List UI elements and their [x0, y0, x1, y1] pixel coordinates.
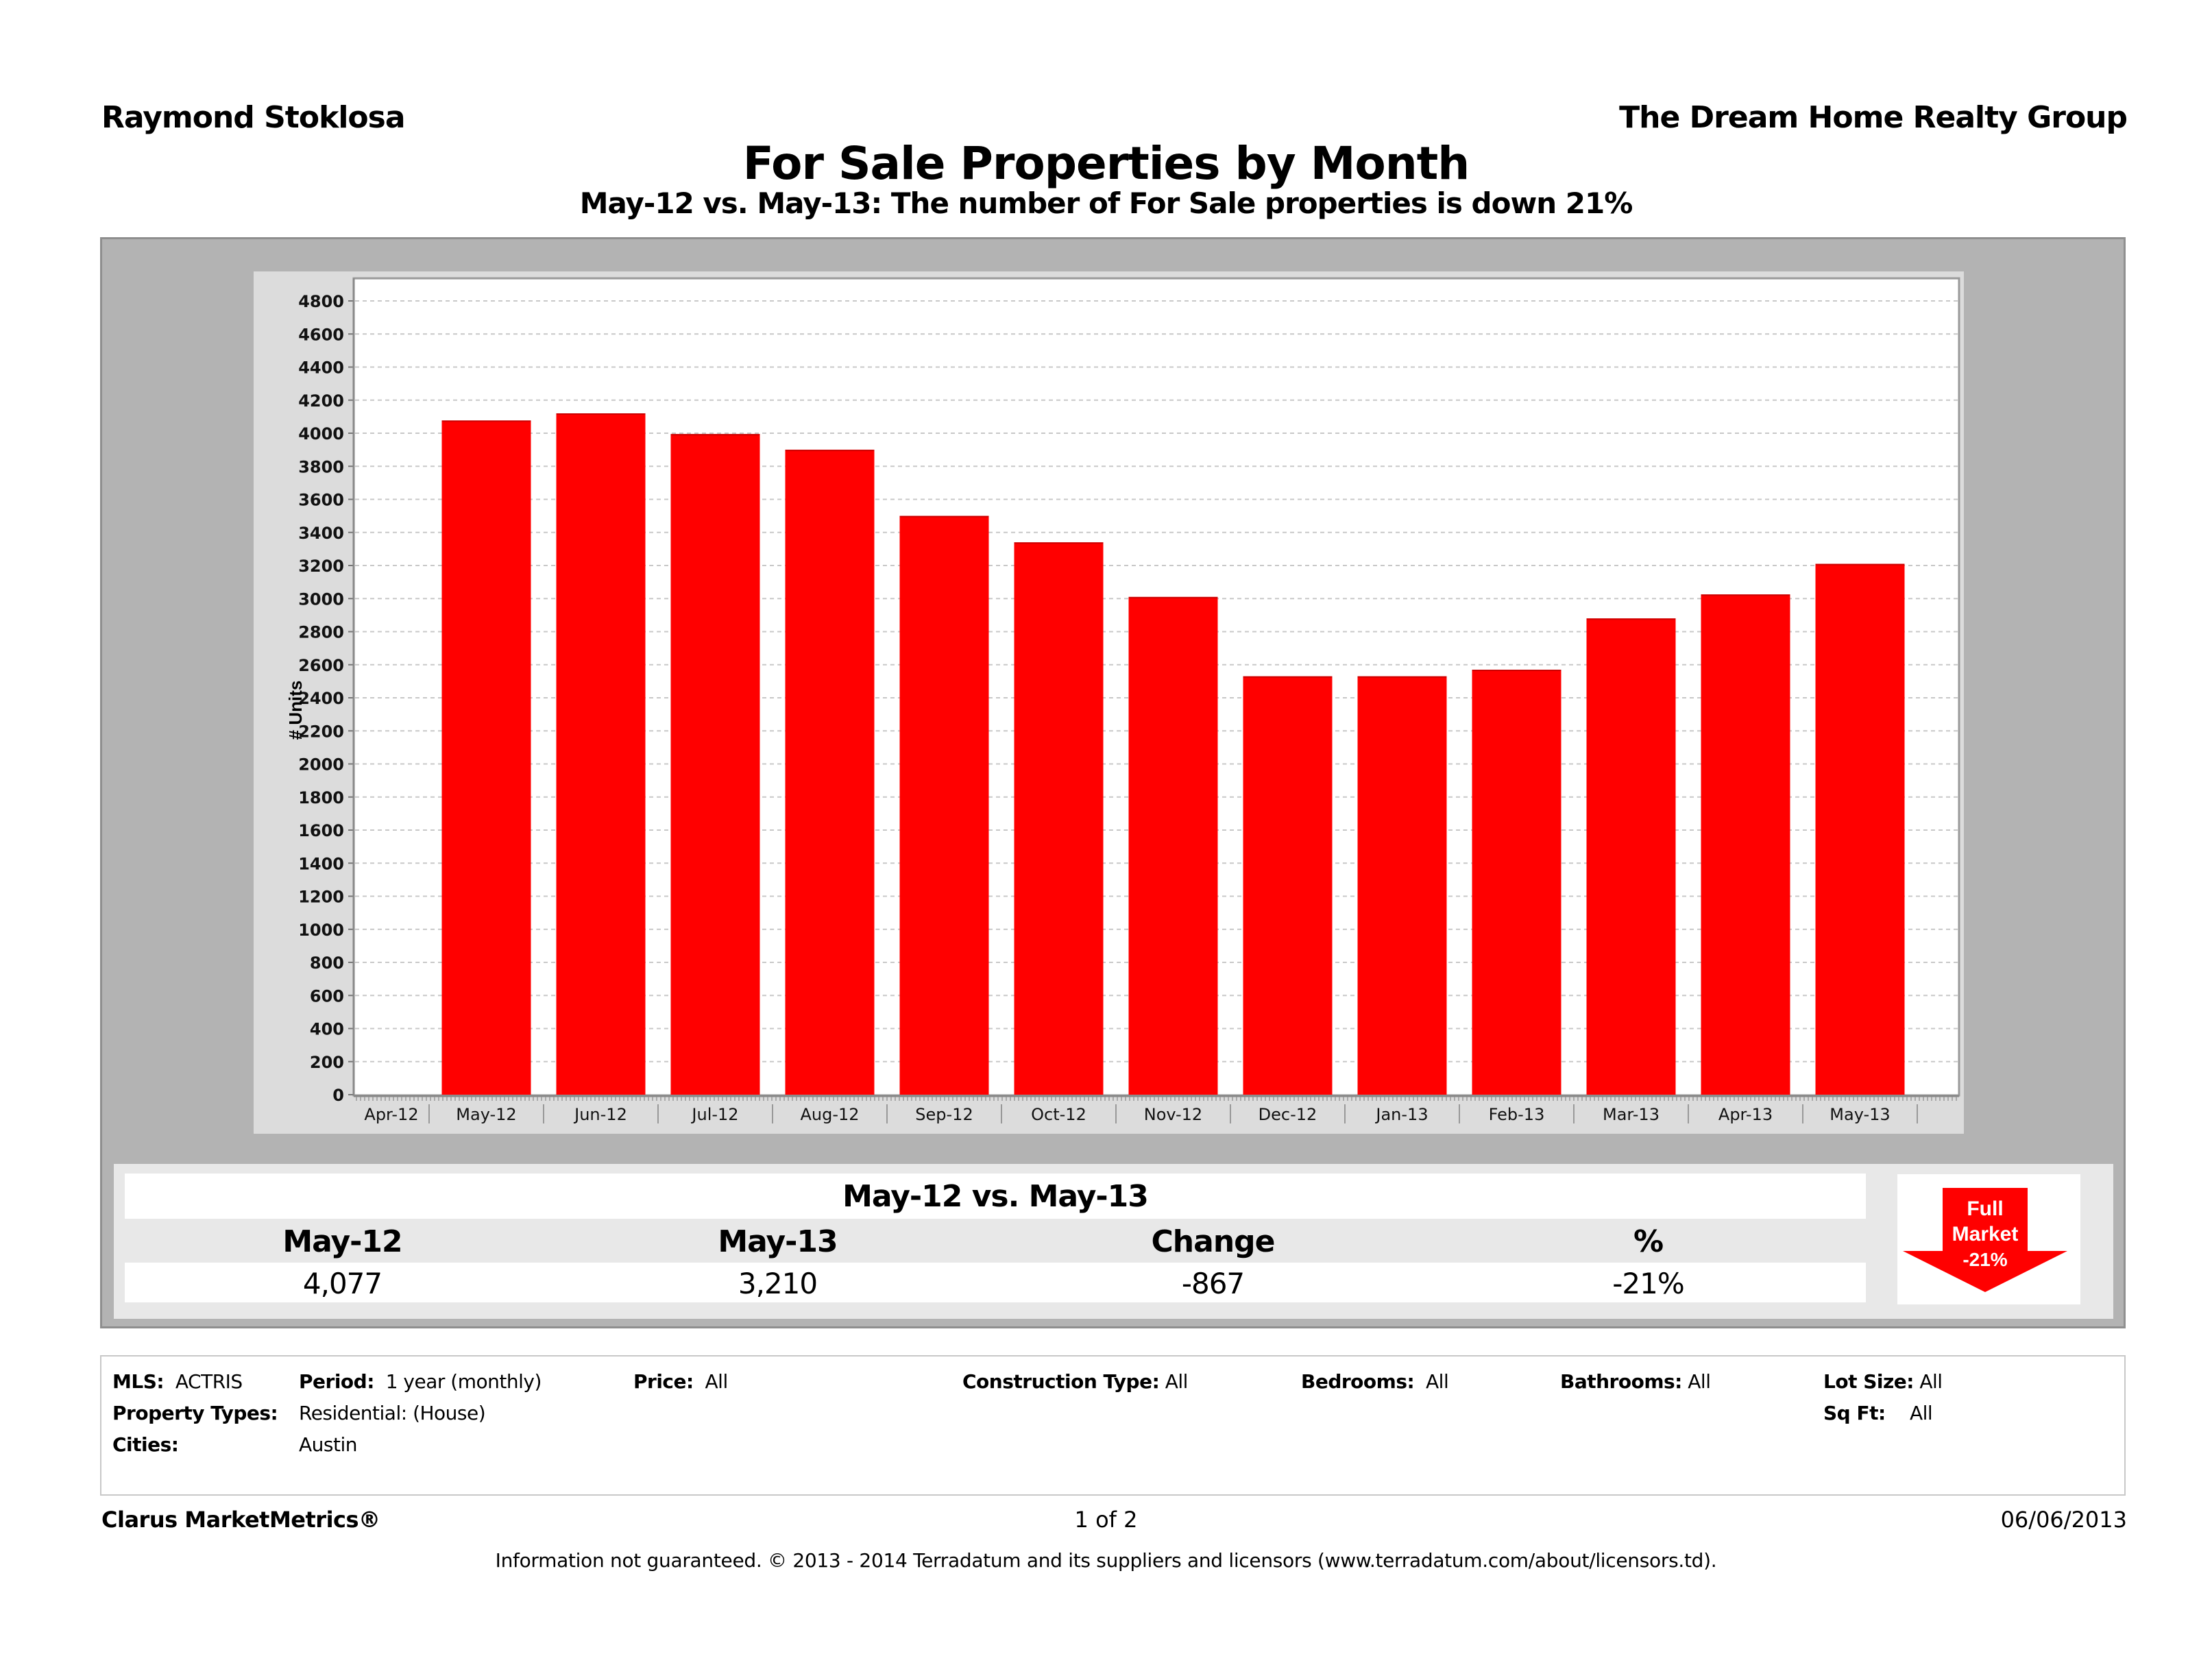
bar-aug-12 — [785, 450, 875, 1095]
y-tick-label: 1200 — [298, 888, 344, 907]
y-tick-label: 2600 — [298, 656, 344, 675]
bar-apr-13 — [1701, 594, 1790, 1095]
x-tick-labels: Apr-12 May-12 Jun-12 Jul-12 Aug-12 Sep-12 Oct-… — [364, 1105, 1890, 1124]
y-tick-label: 3800 — [298, 457, 344, 476]
x-tick-label: Apr-12 — [364, 1105, 418, 1124]
full-market-badge: Full Market -21% — [1897, 1174, 2080, 1304]
summary-title-row: May-12 vs. May-13 — [125, 1174, 1866, 1219]
x-tick-label: Sep-12 — [915, 1105, 973, 1124]
agent-name: Raymond Stoklosa — [101, 100, 406, 135]
summary-header-percent: % — [1633, 1224, 1664, 1259]
bars — [441, 413, 1905, 1095]
down-arrow-icon — [1903, 1188, 2067, 1292]
summary-title: May-12 vs. May-13 — [842, 1179, 1149, 1214]
filter-price: Price: All — [633, 1370, 728, 1393]
x-tick-label: May-13 — [1830, 1105, 1890, 1124]
y-tick-label: 1800 — [298, 788, 344, 807]
badge-line-3: -21% — [1962, 1249, 2007, 1270]
x-tick-label: Dec-12 — [1259, 1105, 1317, 1124]
bar-oct-12 — [1014, 542, 1104, 1095]
y-tick-label: 2000 — [298, 755, 344, 775]
y-tick-label: 4000 — [298, 424, 344, 443]
y-axis-title: # Units — [285, 681, 306, 740]
filter-property-types-value: Residential: (House) — [299, 1402, 486, 1424]
bar-jan-13 — [1357, 676, 1447, 1095]
y-tick-label: 3400 — [298, 524, 344, 543]
x-tick-label: May-12 — [456, 1105, 516, 1124]
filter-period: Period: 1 year (monthly) — [299, 1370, 542, 1393]
summary-value-start: 4,077 — [302, 1267, 382, 1300]
x-tick-label: Nov-12 — [1144, 1105, 1202, 1124]
filter-cities: Cities: — [112, 1433, 179, 1456]
badge-line-2: Market — [1952, 1223, 2019, 1245]
badge-line-1: Full — [1967, 1197, 2003, 1220]
footer-brand: Clarus MarketMetrics® — [101, 1507, 380, 1533]
x-tick-label: Apr-13 — [1718, 1105, 1773, 1124]
page-indicator: 1 of 2 — [1074, 1507, 1138, 1533]
x-tick-label: Oct-12 — [1031, 1105, 1086, 1124]
y-tick-label: 1600 — [298, 821, 344, 840]
x-tick-label: Jan-13 — [1374, 1105, 1428, 1124]
chart-title: For Sale Properties by Month — [742, 137, 1470, 190]
y-tick-label: 0 — [332, 1086, 344, 1105]
y-tick-labels: 0 200 400 600 800 1000 1200 1400 1600 1800 2000 220… — [298, 292, 344, 1105]
summary-value-change: -867 — [1181, 1267, 1245, 1300]
bar-feb-13 — [1472, 669, 1561, 1095]
axes — [348, 278, 1959, 1123]
bar-chart: 0 200 400 600 800 1000 1200 1400 1600 1800 2000 220… — [285, 277, 1960, 1124]
y-tick-label: 800 — [310, 953, 344, 973]
company-name: The Dream Home Realty Group — [1619, 100, 2128, 135]
bar-jul-12 — [670, 434, 760, 1095]
y-tick-label: 2200 — [298, 722, 344, 741]
y-tick-label: 600 — [310, 986, 344, 1006]
y-tick-label: 400 — [310, 1020, 344, 1039]
summary-header-change: Change — [1151, 1224, 1276, 1259]
x-tick-label: Feb-13 — [1489, 1105, 1545, 1124]
bar-jun-12 — [556, 413, 646, 1095]
summary-header-start: May-12 — [282, 1224, 402, 1259]
y-tick-label: 4400 — [298, 358, 344, 378]
summary-panel: May-12 vs. May-13 May-12 May-13 Change %… — [114, 1164, 2113, 1319]
summary-value-percent: -21% — [1612, 1267, 1685, 1300]
bar-nov-12 — [1128, 596, 1218, 1095]
x-tick-label: Aug-12 — [800, 1105, 859, 1124]
bar-sep-12 — [899, 515, 989, 1095]
y-tick-label: 4200 — [298, 391, 344, 411]
bar-may-12 — [441, 420, 531, 1095]
x-tick-label: Jun-12 — [573, 1105, 627, 1124]
report-date: 06/06/2013 — [2000, 1507, 2127, 1533]
bar-mar-13 — [1586, 618, 1676, 1095]
filter-criteria-panel: MLS: ACTRIS Period: 1 year (monthly) Pri… — [100, 1355, 2126, 1496]
bar-may-13 — [1815, 563, 1905, 1095]
filter-lot-size: Lot Size: All — [1823, 1370, 1943, 1393]
y-tick-label: 4600 — [298, 325, 344, 344]
x-tick-label: Mar-13 — [1603, 1105, 1660, 1124]
filter-sq-ft: Sq Ft: — [1823, 1402, 1886, 1424]
y-tick-label: 200 — [310, 1053, 344, 1072]
filter-sq-ft-value: All — [1910, 1402, 1933, 1424]
bar-dec-12 — [1243, 676, 1333, 1095]
footer-disclaimer: Information not guaranteed. © 2013 - 201… — [495, 1549, 1717, 1572]
summary-header-row: May-12 May-13 Change % — [125, 1219, 1866, 1263]
summary-header-end: May-13 — [718, 1224, 838, 1259]
y-tick-label: 1400 — [298, 854, 344, 873]
summary-value-end: 3,210 — [738, 1267, 818, 1300]
x-tick-label: Jul-12 — [690, 1105, 738, 1124]
filter-cities-value: Austin — [299, 1433, 358, 1456]
y-tick-label: 3000 — [298, 589, 344, 609]
y-tick-label: 3200 — [298, 557, 344, 576]
filter-bedrooms: Bedrooms: All — [1301, 1370, 1449, 1393]
y-tick-label: 4800 — [298, 292, 344, 311]
y-tick-label: 1000 — [298, 921, 344, 940]
filter-mls: MLS: ACTRIS — [112, 1370, 243, 1393]
y-tick-label: 2800 — [298, 623, 344, 642]
summary-value-row: 4,077 3,210 -867 -21% — [125, 1263, 1866, 1302]
filter-property-types: Property Types: — [112, 1402, 278, 1424]
y-tick-label: 3600 — [298, 491, 344, 510]
filter-bathrooms: Bathrooms: All — [1560, 1370, 1711, 1393]
y-tick-label: 2400 — [298, 689, 344, 708]
chart-subtitle: May-12 vs. May-13: The number of For Sal… — [579, 186, 1633, 220]
filter-construction-type: Construction Type: All — [962, 1370, 1188, 1393]
